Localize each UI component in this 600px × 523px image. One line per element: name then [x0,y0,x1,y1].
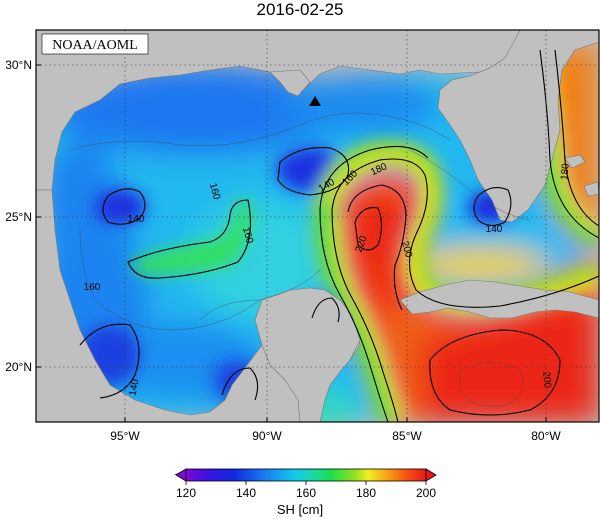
contour-label: 180 [559,163,571,181]
contour-180-loop [331,158,599,308]
graticule [36,30,599,422]
colorbar-tick-label: 160 [296,486,316,500]
lon-label: 80°W [531,429,561,443]
contour-140-north [277,147,350,196]
contour-label-group: 140 160 160 140 160 180 220 200 140 180 … [84,161,572,397]
lon-label: 90°W [252,429,282,443]
contour-label: 140 [486,224,503,235]
axis-ticks [36,64,547,422]
station-marker-icon [309,96,321,106]
colorbar-gradient [185,468,427,482]
land-masses [36,30,599,422]
contour-200-caribbean [429,329,561,416]
colorbar-tick-label: 180 [356,486,376,500]
credit-box: NOAA/AOML [41,33,149,55]
sea-height-field [36,30,599,422]
colorbar-left-triangle [175,468,187,482]
lat-label: 20°N [5,360,32,374]
lat-labels: 30°N 25°N 20°N [5,58,32,374]
lat-label: 25°N [5,210,32,224]
contour-label: 200 [399,240,414,259]
contour-label: 160 [84,282,101,293]
contour-140-sw [79,323,140,399]
contour-140-campeche [221,367,259,401]
contour-lines [69,49,599,422]
colorbar-units-label: SH [cm] [276,502,324,517]
contour-160-east [539,49,599,239]
colorbar-tick-label: 140 [236,486,256,500]
contour-140-east [473,187,512,227]
lon-labels: 95°W 90°W 85°W 80°W [110,429,561,443]
contour-label: 200 [540,371,552,389]
contour-160-loop-west [319,145,429,211]
contour-220 [354,207,383,251]
contour-140-west [102,188,146,225]
florida-peninsula [437,30,599,223]
contour-160-loop-inner [319,209,389,422]
lon-label: 85°W [392,429,422,443]
contour-180-loop-west [331,209,399,422]
colorbar-right-triangle [425,468,437,482]
cuba [399,279,599,319]
contour-200-eddy [347,184,407,311]
colorbar-tick-label: 200 [416,486,436,500]
contour-label: 160 [240,226,255,245]
contour-160-ridge [127,199,251,279]
map-panel: 140 160 160 140 160 180 220 200 140 180 … [36,30,599,422]
colorbar: 120 140 160 180 200 [174,468,437,500]
contour-label: 140 [128,378,142,397]
colorbar-tick-label: 120 [176,486,196,500]
contour-140-small [311,297,340,323]
contour-label: 160 [207,182,222,201]
credit-text: NOAA/AOML [52,38,138,53]
map-frame [35,29,600,423]
lon-label: 95°W [110,429,140,443]
lat-label: 30°N [5,58,32,72]
contour-180-florida [554,49,599,227]
contour-label: 140 [128,214,145,225]
map-title: 2016-02-25 [256,0,344,19]
